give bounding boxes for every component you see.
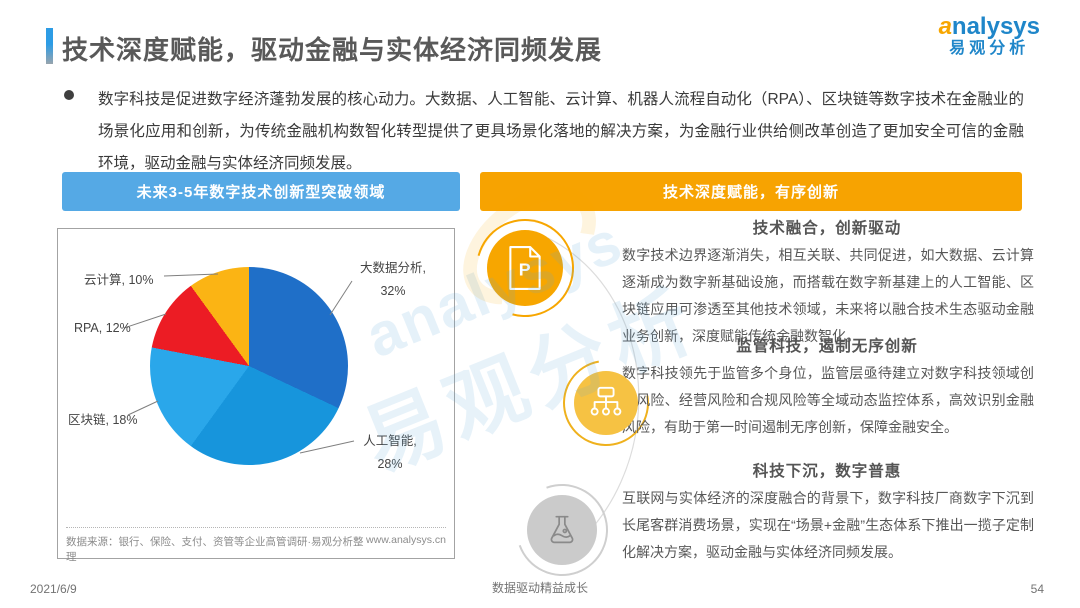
chart-source: 数据来源：银行、保险、支付、资管等企业高管调研·易观分析整理 xyxy=(66,536,364,563)
section-title-fusion: 技术融合，创新驱动 xyxy=(752,220,902,237)
bullet-icon xyxy=(64,90,74,100)
footer-slogan: 数据驱动精益成长 xyxy=(491,581,588,595)
section-title-regtech: 监管科技，遏制无序创新 xyxy=(736,338,918,355)
pie-leader-lines xyxy=(123,273,355,454)
org-chart-icon xyxy=(574,371,638,435)
section-title-inclusion: 科技下沉，数字普惠 xyxy=(752,463,902,480)
pie-label-ai: 人工智能, 28% xyxy=(363,434,417,471)
intro-paragraph: 数字科技是促进数字经济蓬勃发展的核心动力。大数据、人工智能、云计算、机器人流程自… xyxy=(98,91,1024,172)
pie-chart-panel: 大数据分析, 32% 人工智能, 28% 区块链, 18% RPA, 12% 云… xyxy=(57,228,455,563)
brand-logo: analysys 易观分析 xyxy=(938,13,1040,58)
brand-logo-cn: 易观分析 xyxy=(949,40,1030,58)
footer: 2021/6/9 数据驱动精益成长 54 xyxy=(0,579,1080,596)
pie-label-big-data: 大数据分析, 32% xyxy=(360,261,426,298)
chart-source-site: www.analysys.cn xyxy=(366,534,446,546)
left-panel-header: 未来3-5年数字技术创新型突破领域 xyxy=(62,172,460,211)
svg-text:P: P xyxy=(519,259,531,279)
chart-source-row: 数据来源：银行、保险、支付、资管等企业高管调研·易观分析整理 www.analy… xyxy=(66,527,446,564)
logo-brand-text: nalysys xyxy=(951,13,1040,40)
section-body-inclusion: 互联网与实体经济的深度融合的背景下，数字科技厂商数字下沉到长尾客群消费场景，实现… xyxy=(622,490,1034,560)
flask-icon xyxy=(527,495,597,565)
logo-swirl-icon: a xyxy=(938,13,952,40)
footer-page-number: 54 xyxy=(1030,582,1044,596)
right-panel-header: 技术深度赋能，有序创新 xyxy=(480,172,1022,211)
pie-label-rpa: RPA, 12% xyxy=(74,321,131,335)
section-body-regtech: 数字科技领先于监管多个身位，监管层亟待建立对数字科技领域创新风险、经营风险和合规… xyxy=(622,365,1034,435)
footer-date: 2021/6/9 xyxy=(30,582,77,596)
title-accent-bar xyxy=(46,28,53,64)
pie-label-blockchain: 区块链, 18% xyxy=(68,413,138,427)
brand-logo-wordmark: analysys xyxy=(938,13,1040,40)
page-title: 技术深度赋能，驱动金融与实体经济同频发展 xyxy=(62,35,603,65)
intro-block: 数字科技是促进数字经济蓬勃发展的核心动力。大数据、人工智能、云计算、机器人流程自… xyxy=(62,84,1024,180)
document-p-icon: P xyxy=(487,230,563,306)
pie-chart xyxy=(150,267,348,465)
pie-label-cloud: 云计算, 10% xyxy=(84,273,154,287)
section-body-fusion: 数字技术边界逐渐消失，相互关联、共同促进，如大数据、云计算逐渐成为数字新基础设施… xyxy=(622,247,1034,344)
